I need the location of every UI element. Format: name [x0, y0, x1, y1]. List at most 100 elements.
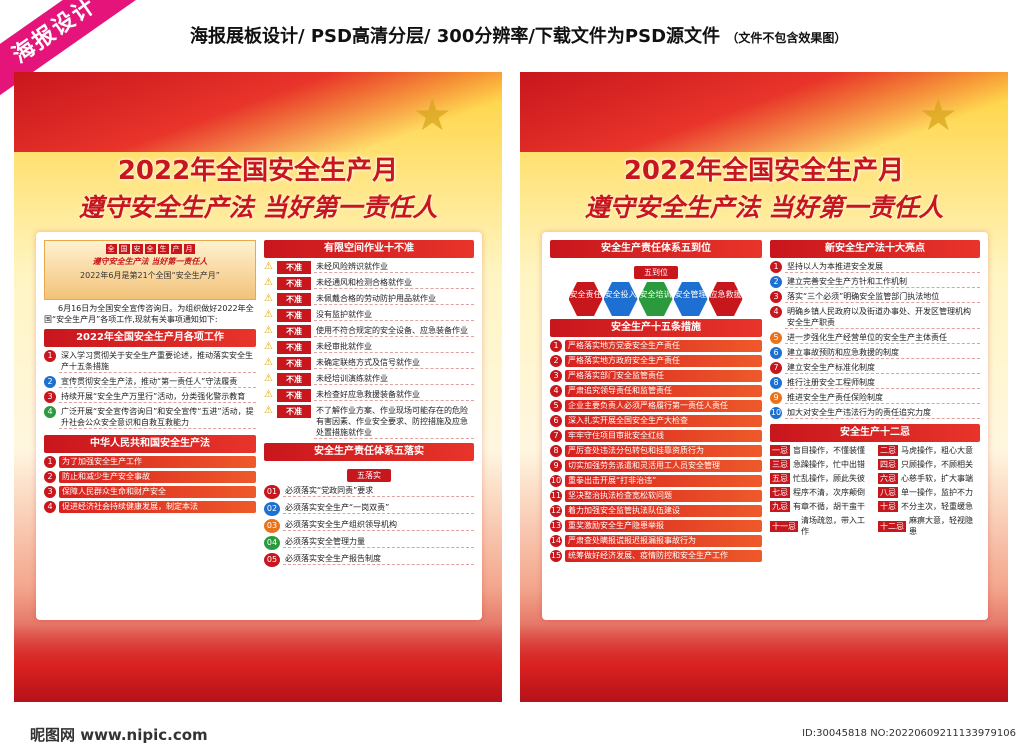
item-number: 5: [770, 332, 782, 344]
item-text: 未检查好应急救援装备就作业: [314, 389, 474, 401]
content-card: 安全生产责任体系五到位 五到位 安全责任 安全投入 安全培训 安全管理 应急救援 安全生…: [542, 232, 988, 620]
item-text: 严格落实地方政府安全生产责任: [565, 355, 762, 367]
five-title: 安全生产责任体系五落实: [264, 443, 474, 461]
item-number: 4: [550, 385, 562, 397]
list-item: ⚠ 不准 未确定联络方式及信号就作业: [264, 357, 474, 370]
space-title: 有限空间作业十不准: [264, 240, 474, 258]
list-item: 2 宣传贯彻安全生产法，推动“第一责任人”守法履责: [44, 376, 256, 388]
list-item: 7 建立安全生产标准化制度: [770, 362, 980, 374]
list-item: 8 推行注册安全工程师制度: [770, 377, 980, 389]
list-item: 2 防止和减少生产安全事故: [44, 471, 256, 483]
list-item: 8 严厉查处违法分包转包和挂靠资质行为: [550, 445, 762, 457]
mini-tag: 全: [105, 244, 117, 254]
warning-icon: ⚠: [264, 357, 273, 368]
list-item: 4 广泛开展“安全宣传咨询日”和安全宣传“五进”活动，提升社会公众安全意识和自救互…: [44, 406, 256, 429]
item-number: 05: [264, 553, 280, 567]
list-item: 13 重奖激励安全生产隐患举报: [550, 520, 762, 532]
bz-badge: 不准: [277, 277, 311, 290]
bz-badge: 不准: [277, 309, 311, 322]
mini-poster: 全国安全生产月 遵守安全生产法 当好第一责任人 2022年6月是第21个全国“安…: [44, 240, 256, 300]
poster-title: 2022年全国安全生产月: [117, 156, 399, 186]
taboo-item: 二忌 马虎操作，粗心大意: [878, 445, 980, 456]
flag-graphic: [14, 72, 502, 152]
item-number: 6: [770, 347, 782, 359]
list-item: ⚠ 不准 未经审批就作业: [264, 341, 474, 354]
item-text: 必须落实安全生产“一岗双责”: [283, 502, 474, 514]
content-card: 全国安全生产月 遵守安全生产法 当好第一责任人 2022年6月是第21个全国“安…: [36, 232, 482, 620]
left-column: 安全生产责任体系五到位 五到位 安全责任 安全投入 安全培训 安全管理 应急救援 安全生…: [550, 240, 762, 562]
list-item: 1 坚持以人为本推进安全发展: [770, 261, 980, 273]
item-number: 13: [550, 520, 562, 532]
warning-icon: ⚠: [264, 405, 273, 416]
list-item: 3 落实“三个必须”明确安全监管部门执法地位: [770, 291, 980, 303]
image-id: ID:30045818 NO:20220609211133979106: [802, 728, 1016, 739]
law-title: 中华人民共和国安全生产法: [44, 435, 256, 453]
taboo-key: 四忌: [878, 459, 898, 470]
list-item: 01 必须落实“党政同责”要求: [264, 485, 474, 499]
item-number: 1: [44, 350, 56, 362]
item-text: 宣传贯彻安全生产法，推动“第一责任人”守法履责: [59, 376, 256, 388]
item-number: 2: [550, 355, 562, 367]
list-item: 5 进一步强化生产经营单位的安全生产主体责任: [770, 332, 980, 344]
list-item: 3 保障人民群众生命和财产安全: [44, 486, 256, 498]
mini-tag: 安: [131, 244, 143, 254]
warning-icon: ⚠: [264, 325, 273, 336]
item-text: 保障人民群众生命和财产安全: [59, 486, 256, 498]
item-text: 建立事故预防和应急救援的制度: [785, 347, 980, 359]
taboo-key: 六忌: [878, 473, 898, 484]
left-column: 全国安全生产月 遵守安全生产法 当好第一责任人 2022年6月是第21个全国“安…: [44, 240, 256, 513]
taboo-item: 三忌 急躁操作，忙中出错: [770, 459, 872, 470]
intro-text: 6月16日为全国安全宣传咨询日。为组织做好2022年全国“安全生产月”各项工作,…: [44, 304, 254, 324]
site-watermark: 昵图网 www.nipic.com: [30, 726, 208, 744]
item-number: 4: [770, 306, 782, 318]
bz-badge: 不准: [277, 341, 311, 354]
warning-icon: ⚠: [264, 341, 273, 352]
list-item: 4 明确乡镇人民政府以及街道办事处、开发区管理机构安全生产职责: [770, 306, 980, 329]
bz-badge: 不准: [277, 357, 311, 370]
item-text: 建立完善安全生产方针和工作机制: [785, 276, 980, 288]
list-item: ⚠ 不准 未检查好应急救援装备就作业: [264, 389, 474, 402]
item-text: 严格落实部门安全监管责任: [565, 370, 762, 382]
item-number: 12: [550, 505, 562, 517]
bz-badge: 不准: [277, 261, 311, 274]
item-number: 4: [44, 501, 56, 513]
item-number: 4: [44, 406, 56, 418]
item-text: 推行注册安全工程师制度: [785, 377, 980, 389]
bottom-decoration: [14, 624, 502, 702]
list-item: 6 建立事故预防和应急救援的制度: [770, 347, 980, 359]
list-item: ⚠ 不准 没有监护就作业: [264, 309, 474, 322]
star-icon: ★: [918, 90, 958, 141]
item-text: 坚持以人为本推进安全发展: [785, 261, 980, 273]
list-item: 1 深入学习贯彻关于安全生产重要论述，推动落实安全生产十五条措施: [44, 350, 256, 373]
mini-tag: 产: [170, 244, 182, 254]
item-text: 必须落实“党政同责”要求: [283, 485, 474, 497]
taboo-text: 忙乱操作，顾此失彼: [793, 474, 865, 483]
footer: 昵图网 www.nipic.com ID:30045818 NO:2022060…: [0, 710, 1024, 751]
item-text: 着力加强安全监管执法队伍建设: [565, 505, 762, 517]
taboo-text: 有章不循，胡干蛮干: [793, 502, 865, 511]
item-number: 6: [550, 415, 562, 427]
item-text: 统筹做好经济发展、疫情防控和安全生产工作: [565, 550, 762, 562]
right-column: 有限空间作业十不准 ⚠ 不准 未经风险辨识就作业 ⚠ 不准 未经通风和检测合格就作业 ⚠ 不准…: [264, 240, 474, 567]
list-item: 03 必须落实安全生产组织领导机构: [264, 519, 474, 533]
taboo-item: 十忌 不分主次，轻重缓急: [878, 501, 980, 512]
item-number: 8: [770, 377, 782, 389]
tasks-title: 2022年全国安全生产月各项工作: [44, 329, 256, 347]
list-item: 6 深入扎实开展全国安全生产大检查: [550, 415, 762, 427]
item-text: 企业主要负责人必须严格履行第一责任人责任: [565, 400, 762, 412]
warning-icon: ⚠: [264, 309, 273, 320]
item-number: 2: [770, 276, 782, 288]
item-text: 加大对安全生产违法行为的责任追究力度: [785, 407, 980, 419]
item-number: 5: [550, 400, 562, 412]
mini-tag: 月: [183, 244, 195, 254]
taboo-text: 麻痹大意，轻视隐患: [909, 516, 973, 536]
item-number: 7: [550, 430, 562, 442]
list-item: 3 持续开展“安全生产万里行”活动，分类强化警示教育: [44, 391, 256, 403]
item-number: 2: [44, 376, 56, 388]
taboo-text: 盲目操作，不懂装懂: [793, 446, 865, 455]
item-text: 坚决整治执法检查宽松软问题: [565, 490, 762, 502]
poster-left: ★ 2022年全国安全生产月 遵守安全生产法 当好第一责任人 全国安全生产月 遵…: [14, 72, 502, 702]
taboo-item: 七忌 程序不清，次序颠倒: [770, 487, 872, 498]
item-text: 严肃查处瞒报谎报迟报漏报事故行为: [565, 535, 762, 547]
item-number: 03: [264, 519, 280, 533]
